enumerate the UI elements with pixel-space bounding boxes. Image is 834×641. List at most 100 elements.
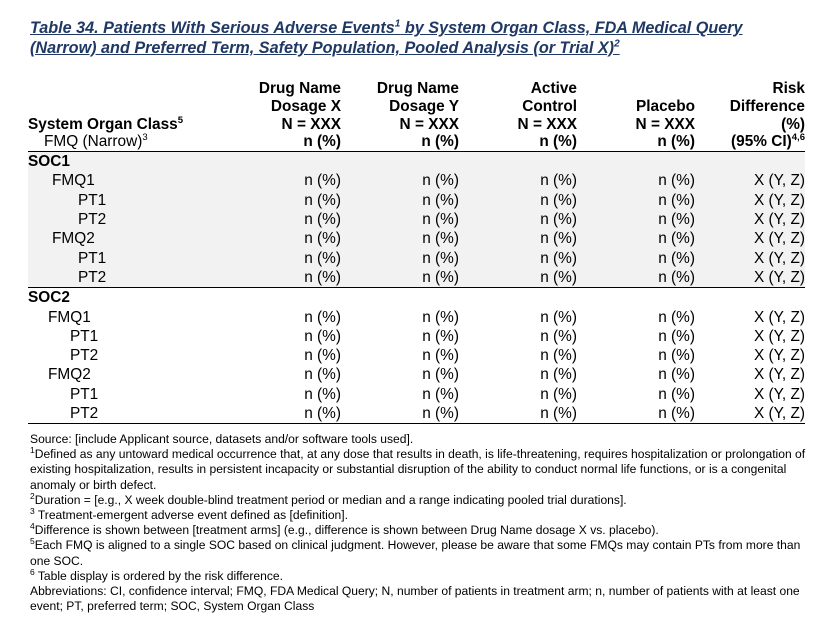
cell: n (%): [459, 267, 577, 289]
table-row: PT1 n (%) n (%) n (%) n (%) X (Y, Z): [28, 190, 805, 211]
cell: n (%): [304, 249, 341, 267]
cell: n (%): [422, 308, 459, 326]
row-label: PT2: [28, 267, 223, 289]
header-unit-2: n (%): [341, 133, 459, 153]
footnote-3: 3 Treatment-emergent adverse event defin…: [30, 505, 348, 523]
table-row: FMQ2 n (%) n (%) n (%) n (%) X (Y, Z): [28, 229, 805, 249]
header-col-4: Placebo N = XXX: [635, 97, 695, 133]
row-label: FMQ2: [48, 366, 91, 384]
table-row: FMQ1 n (%) n (%) n (%) n (%) X (Y, Z): [28, 308, 805, 327]
cell: n (%): [540, 327, 577, 345]
footnote-2: 2Duration = [e.g., X week double-blind t…: [30, 490, 627, 507]
cell: X (Y, Z): [753, 308, 805, 326]
cell: n (%): [304, 347, 341, 365]
row-label: FMQ2: [52, 230, 95, 248]
soc-group: SOC2 FMQ1 n (%) n (%) n (%) n (%) X (Y, Z) PT…: [28, 288, 805, 425]
header-col-3: Active Control N = XXX: [517, 80, 577, 133]
cell: n (%): [540, 172, 577, 190]
row-label: PT1: [78, 191, 107, 209]
cell: X (Y, Z): [695, 404, 805, 425]
soc-group: SOC1 FMQ1 n (%) n (%) n (%) n (%) X (Y, Z) PT…: [28, 151, 805, 289]
cell: X (Y, Z): [753, 191, 805, 209]
soc-label: SOC2: [28, 289, 70, 307]
cell: n (%): [304, 366, 341, 384]
row-label: PT2: [70, 347, 99, 365]
cell: X (Y, Z): [753, 347, 805, 365]
table-row: FMQ1 n (%) n (%) n (%) n (%) X (Y, Z): [28, 171, 805, 191]
header-unit-4: n (%): [577, 133, 695, 153]
cell: n (%): [304, 230, 341, 248]
cell: n (%): [540, 211, 577, 229]
header-risk: Risk Difference (%): [729, 80, 805, 133]
cell: n (%): [658, 327, 695, 345]
cell: n (%): [658, 230, 695, 248]
cell: n (%): [422, 211, 459, 229]
cell: n (%): [577, 267, 695, 289]
cell: X (Y, Z): [753, 249, 805, 267]
cell: n (%): [341, 267, 459, 289]
cell: X (Y, Z): [695, 267, 805, 289]
row-label: PT2: [28, 404, 223, 425]
cell: n (%): [658, 347, 695, 365]
source-note: Source: [include Applicant source, datas…: [30, 432, 414, 446]
table-row: PT2 n (%) n (%) n (%) n (%) X (Y, Z): [28, 210, 805, 230]
cell: n (%): [304, 327, 341, 345]
row-label: PT2: [78, 211, 107, 229]
cell: n (%): [540, 385, 577, 403]
cell: n (%): [658, 366, 695, 384]
header-fmq-label: FMQ (Narrow)3: [28, 133, 223, 153]
cell: n (%): [658, 308, 695, 326]
cell: X (Y, Z): [753, 385, 805, 403]
cell: n (%): [540, 249, 577, 267]
table-footnotes: Source: [include Applicant source, datas…: [30, 432, 820, 614]
table-row: PT1 n (%) n (%) n (%) n (%) X (Y, Z): [28, 385, 805, 404]
cell: n (%): [223, 404, 341, 425]
cell: n (%): [422, 327, 459, 345]
cell: n (%): [540, 308, 577, 326]
table-row: PT2 n (%) n (%) n (%) n (%) X (Y, Z): [28, 404, 805, 425]
row-label: FMQ1: [52, 172, 95, 190]
header-unit-3: n (%): [459, 133, 577, 153]
footnote-6: 6 Table display is ordered by the risk d…: [30, 566, 283, 583]
row-label: PT1: [70, 327, 99, 345]
cell: n (%): [658, 211, 695, 229]
cell: n (%): [223, 267, 341, 289]
cell: n (%): [540, 191, 577, 209]
cell: X (Y, Z): [753, 230, 805, 248]
cell: n (%): [658, 385, 695, 403]
table-title: Table 34. Patients With Serious Adverse …: [30, 18, 820, 58]
row-label: PT1: [78, 249, 107, 267]
footnote-4: 4Difference is shown between [treatment …: [30, 521, 659, 538]
cell: n (%): [422, 191, 459, 209]
cell: X (Y, Z): [753, 327, 805, 345]
cell: n (%): [422, 385, 459, 403]
cell: n (%): [304, 211, 341, 229]
footnote-5: 5Each FMQ is aligned to a single SOC bas…: [30, 536, 801, 568]
cell: n (%): [422, 347, 459, 365]
cell: X (Y, Z): [753, 366, 805, 384]
cell: X (Y, Z): [753, 211, 805, 229]
cell: n (%): [422, 249, 459, 267]
cell: X (Y, Z): [753, 172, 805, 190]
cell: n (%): [540, 230, 577, 248]
cell: n (%): [422, 366, 459, 384]
footnote-1: 1Defined as any untoward medical occurre…: [30, 445, 806, 492]
row-label: PT1: [70, 385, 99, 403]
cell: n (%): [459, 404, 577, 425]
header-soc-label: System Organ Class5: [28, 114, 184, 133]
cell: n (%): [341, 404, 459, 425]
table-row: PT1 n (%) n (%) n (%) n (%) X (Y, Z): [28, 327, 805, 346]
cell: n (%): [658, 191, 695, 209]
table-row: PT1 n (%) n (%) n (%) n (%) X (Y, Z): [28, 248, 805, 268]
table-row: PT2 n (%) n (%) n (%) n (%) X (Y, Z): [28, 346, 805, 365]
cell: n (%): [304, 191, 341, 209]
table-row: PT2 n (%) n (%) n (%) n (%) X (Y, Z): [28, 267, 805, 289]
header-risk-unit: (95% CI)4,6: [695, 133, 805, 153]
cell: n (%): [304, 385, 341, 403]
soc-label: SOC1: [28, 153, 70, 171]
cell: n (%): [658, 172, 695, 190]
cell: n (%): [304, 308, 341, 326]
